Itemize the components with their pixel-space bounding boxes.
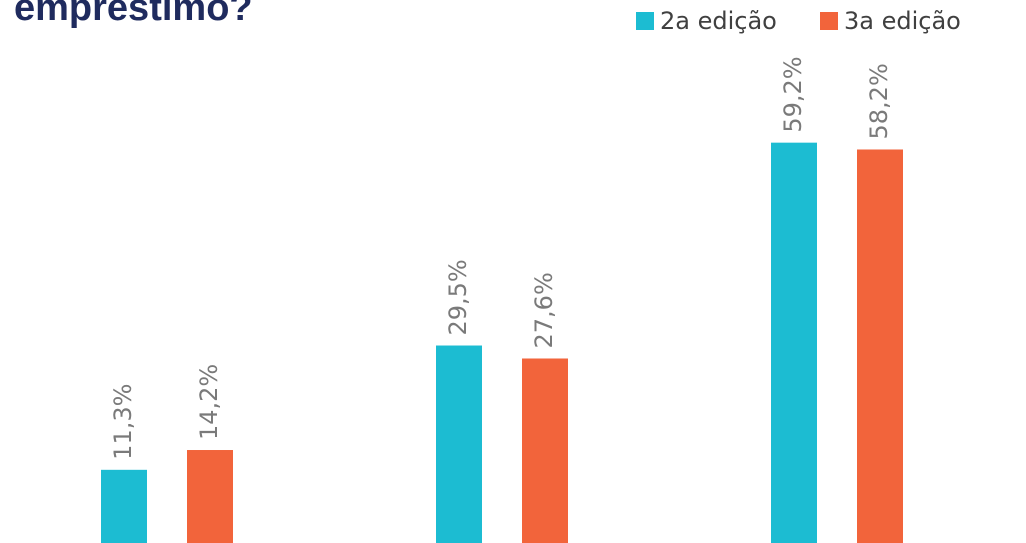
bar [857,149,903,543]
value-label: 11,3% [109,384,137,460]
value-label: 59,2% [779,56,807,132]
value-label: 58,2% [865,63,893,139]
chart-title: empréstimo? [14,0,253,29]
bar [436,345,482,543]
bar [101,469,147,543]
bar [522,358,568,543]
legend-text: 3a edição [844,7,961,35]
bar [187,450,233,543]
value-label: 29,5% [444,259,472,335]
value-label: 14,2% [195,364,223,440]
legend-text: 2a edição [660,7,777,35]
value-label: 27,6% [530,272,558,348]
legend-swatch [820,12,838,30]
bar [771,142,817,543]
legend-swatch [636,12,654,30]
